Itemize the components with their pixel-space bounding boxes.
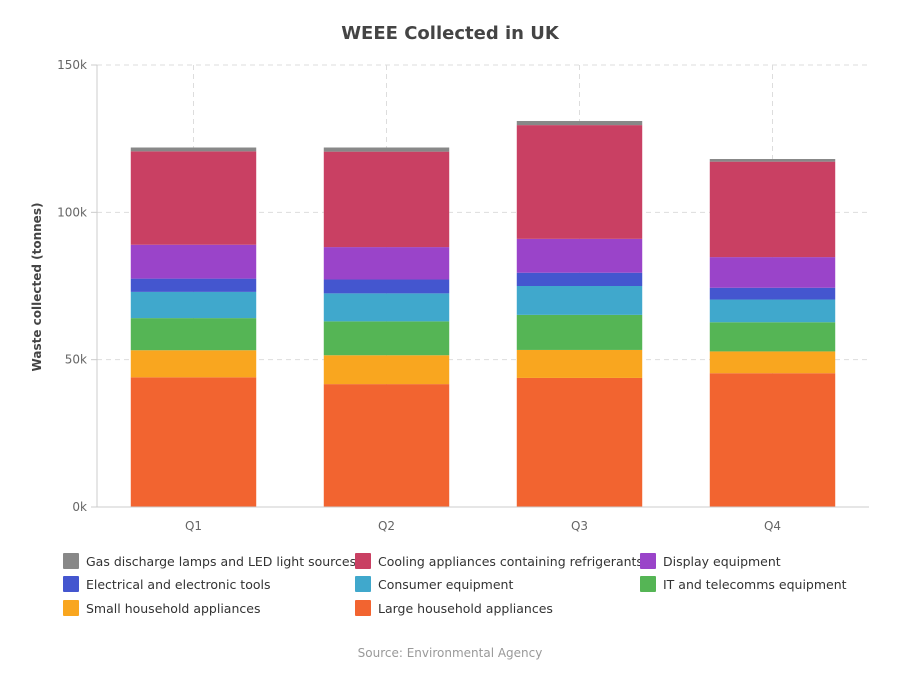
bar-segment[interactable] [709, 287, 836, 300]
bar-segment[interactable] [323, 151, 450, 248]
legend-item[interactable]: Display equipment [640, 553, 781, 569]
bar-segment[interactable] [516, 286, 643, 315]
legend-item[interactable]: Gas discharge lamps and LED light source… [63, 553, 356, 569]
bar-segment[interactable] [323, 247, 450, 280]
legend-item[interactable]: IT and telecomms equipment [640, 576, 847, 592]
bar-segment[interactable] [516, 238, 643, 273]
bar-segment[interactable] [130, 151, 257, 245]
bar-segment[interactable] [130, 291, 257, 319]
bar-segment[interactable] [516, 349, 643, 378]
bar-segment[interactable] [130, 318, 257, 351]
legend-label: Small household appliances [86, 601, 260, 616]
bar-segment[interactable] [323, 293, 450, 322]
bar-segment[interactable] [323, 279, 450, 294]
legend-label: Gas discharge lamps and LED light source… [86, 554, 356, 569]
bar-segment[interactable] [323, 321, 450, 356]
bar-segment[interactable] [130, 244, 257, 279]
bar-segment[interactable] [130, 147, 257, 152]
legend-item[interactable]: Electrical and electronic tools [63, 576, 270, 592]
x-tick-label: Q4 [764, 519, 781, 533]
bar-segment[interactable] [516, 314, 643, 350]
legend-label: Consumer equipment [378, 577, 513, 592]
legend-item[interactable]: Small household appliances [63, 600, 260, 616]
legend-swatch [355, 600, 371, 616]
bar-segment[interactable] [323, 355, 450, 385]
bar-segment[interactable] [323, 147, 450, 152]
x-tick-label: Q2 [378, 519, 395, 533]
legend-swatch [63, 600, 79, 616]
legend-swatch [355, 553, 371, 569]
source-credit: Source: Environmental Agency [358, 646, 543, 660]
legend-swatch [63, 576, 79, 592]
y-axis-label: Waste collected (tonnes) [30, 203, 44, 372]
bar-segment[interactable] [130, 278, 257, 292]
bar-segment[interactable] [709, 161, 836, 258]
legend-swatch [63, 553, 79, 569]
y-tick-label: 100k [57, 205, 87, 219]
bar-segment[interactable] [709, 158, 836, 162]
legend-swatch [640, 576, 656, 592]
bar-segment[interactable] [709, 351, 836, 374]
bar-segment[interactable] [130, 377, 257, 507]
bar-segment[interactable] [516, 377, 643, 507]
bar-segment[interactable] [709, 322, 836, 352]
legend-item[interactable]: Large household appliances [355, 600, 553, 616]
legend-label: Display equipment [663, 554, 781, 569]
legend: Gas discharge lamps and LED light source… [63, 553, 847, 616]
legend-label: IT and telecomms equipment [663, 577, 847, 592]
x-tick-label: Q1 [185, 519, 202, 533]
bar-segment[interactable] [709, 373, 836, 507]
bar-segment[interactable] [516, 120, 643, 126]
axis-layer: 0k 50k 100k 150k Q1 Q2 Q3 Q4 [57, 58, 869, 533]
legend-item[interactable]: Consumer equipment [355, 576, 513, 592]
legend-label: Cooling appliances containing refrigeran… [378, 554, 643, 569]
chart-title: WEEE Collected in UK [341, 23, 560, 44]
y-tick-label: 0k [72, 500, 87, 514]
bar-segment[interactable] [516, 272, 643, 286]
bar-segment[interactable] [130, 350, 257, 378]
bar-segment[interactable] [516, 125, 643, 239]
bar-segment[interactable] [709, 257, 836, 288]
legend-label: Electrical and electronic tools [86, 577, 270, 592]
bars-layer [130, 120, 836, 507]
x-tick-label: Q3 [571, 519, 588, 533]
y-tick-label: 150k [57, 58, 87, 72]
bar-segment[interactable] [709, 299, 836, 323]
legend-swatch [640, 553, 656, 569]
legend-item[interactable]: Cooling appliances containing refrigeran… [355, 553, 643, 569]
bar-segment[interactable] [323, 384, 450, 507]
legend-label: Large household appliances [378, 601, 553, 616]
legend-swatch [355, 576, 371, 592]
y-tick-label: 50k [65, 353, 87, 367]
